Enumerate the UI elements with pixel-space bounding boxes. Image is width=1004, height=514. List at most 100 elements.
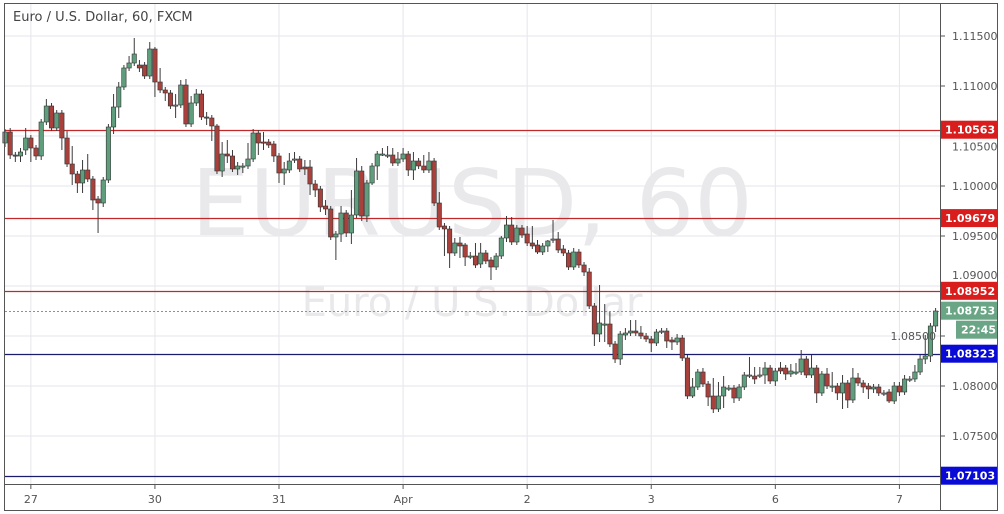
price-axis[interactable]: 1.11500 1.11000 1.10500 1.10000 1.09500 1.090…: [891, 30, 998, 443]
candle-body: [560, 248, 566, 254]
candle-body: [276, 155, 282, 174]
candle-down: [328, 206, 334, 240]
candle-body: [793, 371, 799, 374]
candle-body: [509, 224, 515, 243]
candle-body: [674, 337, 680, 343]
candle-body: [173, 104, 179, 107]
candle-up: [498, 236, 504, 259]
candle-up: [571, 248, 577, 270]
candle-body: [535, 244, 541, 253]
candle-down: [581, 262, 587, 276]
candle-down: [814, 365, 820, 403]
candle-body: [317, 188, 323, 208]
candle-body: [198, 93, 204, 118]
candle-body: [183, 84, 189, 125]
candle-body: [571, 251, 577, 268]
candle-down: [612, 341, 618, 363]
candle-up: [628, 320, 634, 336]
candle-down: [566, 250, 572, 270]
candle-up: [379, 148, 385, 156]
candle-down: [447, 226, 453, 268]
candle-up: [933, 308, 939, 332]
y-tick-label: 1.11500: [952, 30, 998, 43]
candle-body: [824, 373, 830, 387]
candle-up: [772, 368, 778, 386]
candle-down: [472, 243, 478, 268]
y-tick-label: 1.08500: [891, 330, 937, 343]
candle-body: [524, 233, 530, 244]
candle-body: [783, 367, 789, 375]
candle-down: [359, 166, 365, 221]
candle-down: [142, 62, 148, 79]
candle-down: [436, 192, 442, 230]
support-price-label: 1.08323: [940, 344, 997, 363]
candle-up: [147, 42, 153, 79]
candle-down: [643, 333, 649, 342]
candle-body: [777, 367, 783, 372]
candle-up: [653, 329, 659, 346]
candle-body: [436, 202, 442, 228]
candle-body: [85, 169, 91, 180]
candle-body: [49, 105, 55, 129]
candle-body: [902, 378, 908, 393]
candle-body: [622, 332, 628, 336]
candle-body: [204, 116, 210, 119]
candle-body: [229, 155, 235, 170]
candle-down: [69, 146, 75, 185]
candle-up: [840, 375, 846, 409]
watermark-name: Euro / U.S. Dollar: [302, 280, 643, 326]
candle-body: [157, 81, 163, 91]
candle-body: [586, 271, 592, 307]
candle-up: [757, 367, 763, 378]
resistance-price-label-text: 1.10563: [945, 124, 995, 137]
candle-up: [105, 124, 111, 183]
candle-down: [555, 232, 561, 253]
candle-body: [462, 244, 468, 258]
candle-body: [23, 137, 29, 151]
candle-down: [209, 115, 215, 141]
candle-body: [209, 117, 215, 127]
candle-down: [421, 155, 427, 173]
candle-up: [245, 143, 251, 169]
candle-body: [59, 112, 65, 139]
candle-body: [395, 158, 401, 164]
candle-down: [648, 336, 654, 352]
candle-body: [250, 132, 256, 160]
candle-up: [514, 225, 520, 245]
time-axis[interactable]: 27 30 31 Apr 2 3 6 7: [24, 484, 903, 506]
candle-up: [829, 372, 835, 392]
candle-down: [876, 384, 882, 396]
candle-body: [814, 367, 820, 394]
candle-up: [235, 162, 241, 175]
candle-up: [100, 177, 106, 207]
x-tick-label: 27: [24, 493, 38, 506]
candle-down: [679, 335, 685, 361]
y-tick-label: 1.11000: [952, 80, 998, 93]
support-price-label-background: [940, 344, 997, 363]
candle-body: [597, 322, 603, 335]
candle-down: [586, 268, 592, 309]
candle-body: [178, 84, 184, 106]
candle-up: [674, 334, 680, 345]
candle-up: [741, 372, 747, 390]
candle-down: [777, 362, 783, 374]
candle-body: [28, 137, 34, 149]
support-price-label: 1.07103: [940, 466, 997, 485]
candle-body: [488, 259, 494, 268]
candle-up: [286, 153, 292, 173]
candle-body: [529, 242, 535, 247]
candle-body: [819, 373, 825, 394]
candle-down: [224, 140, 230, 163]
candle-body: [933, 310, 939, 327]
resistance-price-label-background: [940, 120, 997, 139]
candle-down: [7, 128, 13, 159]
candle-up: [819, 371, 825, 396]
candle-up: [121, 65, 127, 90]
candle-up: [762, 362, 768, 384]
bar-countdown-label: 22:45: [956, 320, 997, 339]
candle-up: [178, 80, 184, 108]
candle-body: [566, 252, 572, 268]
